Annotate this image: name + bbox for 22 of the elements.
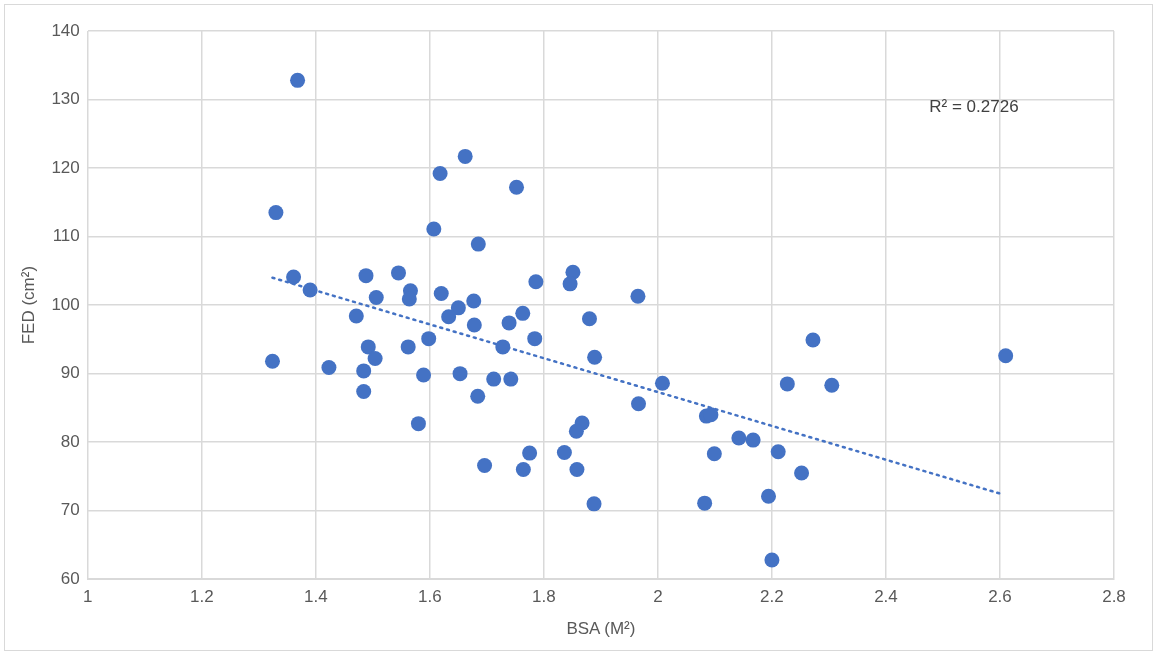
y-tick-label: 120 (51, 157, 80, 177)
y-tick-label: 130 (51, 89, 80, 109)
y-axis-title: FED (cm²) (18, 265, 38, 345)
x-tick-label: 1.8 (532, 587, 556, 607)
annotation: R² = 0.2726 (929, 96, 1019, 116)
y-tick-label: 70 (60, 500, 80, 520)
x-tick-label: 1.2 (189, 587, 214, 607)
x-tick-label: 2.4 (874, 587, 898, 607)
x-tick-label: 1.6 (418, 587, 442, 607)
y-tick-label: 110 (52, 226, 80, 246)
x-tick-label: 2.6 (988, 587, 1012, 607)
x-tick-label: 1 (83, 587, 93, 607)
y-tick-label: 140 (51, 20, 80, 40)
y-tick-label: 100 (51, 294, 80, 314)
x-tick-label: 2.8 (1102, 587, 1126, 607)
y-tick-label: 90 (60, 363, 80, 383)
x-tick-label: 2 (653, 587, 663, 607)
y-tick-label: 80 (60, 431, 80, 451)
x-axis-title: BSA (M²) (566, 619, 636, 639)
y-tick-label: 60 (60, 568, 80, 588)
x-tick-label: 1.4 (304, 587, 328, 607)
x-tick-label: 2.2 (760, 587, 784, 607)
